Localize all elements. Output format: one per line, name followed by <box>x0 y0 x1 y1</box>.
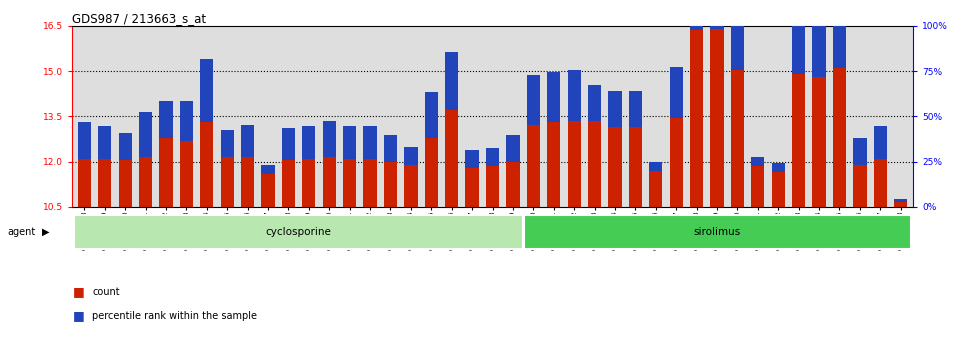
Bar <box>833 68 846 207</box>
Bar <box>853 138 867 165</box>
Bar <box>730 70 744 207</box>
Bar <box>139 157 152 207</box>
Bar <box>792 6 805 74</box>
Bar <box>363 159 377 207</box>
Text: ■: ■ <box>73 309 85 322</box>
Bar <box>628 91 642 127</box>
Bar <box>710 29 724 207</box>
Bar <box>343 126 357 159</box>
Bar <box>608 91 622 127</box>
Bar <box>241 125 255 157</box>
Text: cyclosporine: cyclosporine <box>265 227 332 237</box>
Bar <box>486 148 499 166</box>
Bar <box>118 160 132 207</box>
Bar <box>670 118 683 207</box>
Bar <box>302 159 315 207</box>
Bar <box>547 72 560 122</box>
Bar <box>383 162 397 207</box>
Text: ▶: ▶ <box>42 227 50 237</box>
Bar <box>465 150 479 168</box>
Bar <box>74 215 523 249</box>
Bar <box>588 85 602 121</box>
Bar <box>383 135 397 162</box>
Bar <box>506 162 520 207</box>
Bar <box>405 147 417 165</box>
Bar <box>710 0 724 29</box>
Bar <box>650 171 662 207</box>
Bar <box>78 122 91 159</box>
Bar <box>445 110 458 207</box>
Text: ■: ■ <box>73 285 85 298</box>
Bar <box>853 165 867 207</box>
Bar <box>302 126 315 159</box>
Bar <box>568 70 580 121</box>
Bar <box>343 159 357 207</box>
Bar <box>200 122 213 207</box>
Bar <box>833 0 846 68</box>
Bar <box>730 1 744 70</box>
Bar <box>527 75 540 126</box>
Bar <box>608 127 622 207</box>
Bar <box>241 157 255 207</box>
Bar <box>261 165 275 174</box>
Bar <box>547 122 560 207</box>
Bar <box>650 162 662 171</box>
Bar <box>894 199 907 203</box>
Bar <box>670 67 683 118</box>
Bar <box>200 59 213 122</box>
Bar <box>874 159 887 207</box>
Bar <box>160 101 173 138</box>
Bar <box>792 74 805 207</box>
Bar <box>445 52 458 110</box>
Bar <box>261 174 275 207</box>
Bar <box>221 157 234 207</box>
Text: GDS987 / 213663_s_at: GDS987 / 213663_s_at <box>72 12 207 25</box>
Bar <box>78 159 91 207</box>
Bar <box>772 163 785 172</box>
Bar <box>221 130 234 157</box>
Bar <box>160 138 173 207</box>
Bar <box>139 112 152 157</box>
Bar <box>425 92 438 138</box>
Bar <box>323 157 335 207</box>
Text: percentile rank within the sample: percentile rank within the sample <box>92 311 258 321</box>
Text: agent: agent <box>8 227 36 237</box>
Bar <box>486 166 499 207</box>
Bar <box>118 133 132 160</box>
Bar <box>363 126 377 159</box>
Bar <box>752 157 764 166</box>
Bar <box>425 138 438 207</box>
Bar <box>524 215 911 249</box>
Bar <box>180 101 193 141</box>
Bar <box>690 0 703 30</box>
Text: sirolimus: sirolimus <box>694 227 741 237</box>
Bar <box>812 77 825 207</box>
Bar <box>405 165 417 207</box>
Text: count: count <box>92 287 120 296</box>
Bar <box>690 30 703 207</box>
Bar <box>874 126 887 159</box>
Bar <box>465 168 479 207</box>
Bar <box>323 121 335 157</box>
Bar <box>588 121 602 207</box>
Bar <box>98 159 111 207</box>
Bar <box>568 121 580 207</box>
Bar <box>527 126 540 207</box>
Bar <box>282 160 295 207</box>
Bar <box>772 172 785 207</box>
Bar <box>506 135 520 162</box>
Bar <box>894 203 907 207</box>
Bar <box>180 141 193 207</box>
Bar <box>628 127 642 207</box>
Bar <box>282 128 295 160</box>
Bar <box>98 126 111 159</box>
Bar <box>752 166 764 207</box>
Bar <box>812 8 825 77</box>
